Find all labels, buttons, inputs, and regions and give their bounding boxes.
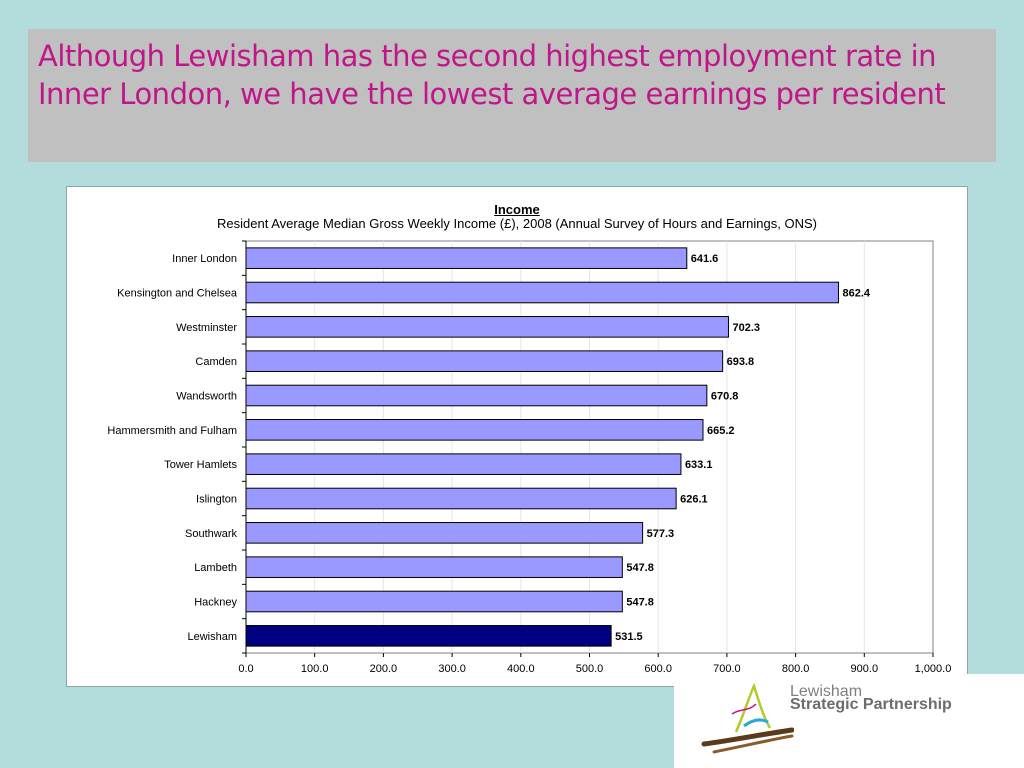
bar (245, 316, 729, 338)
data-label: 626.1 (680, 494, 708, 506)
data-label: 547.8 (626, 562, 654, 574)
category-label: Tower Hamlets (164, 459, 237, 471)
bar (245, 281, 839, 304)
bar (245, 590, 623, 613)
bar (245, 453, 682, 475)
x-tick-label: 1,000.0 (915, 663, 952, 675)
x-tick-label: 0.0 (238, 663, 253, 675)
data-label: 633.1 (685, 459, 713, 471)
data-label: 693.8 (727, 356, 755, 368)
data-label: 702.3 (732, 322, 760, 334)
category-label: Southwark (185, 528, 237, 540)
x-tick-label: 700.0 (713, 663, 741, 675)
data-label: 531.5 (615, 631, 643, 643)
chart-subtitle: Resident Average Median Gross Weekly Inc… (217, 216, 817, 231)
category-label: Hammersmith and Fulham (107, 425, 237, 437)
bar (245, 625, 612, 647)
chart-frame: Income Resident Average Median Gross Wee… (66, 186, 968, 687)
category-label: Wandsworth (176, 391, 237, 403)
x-tick-label: 800.0 (782, 663, 810, 675)
partnership-logo: Lewisham Strategic Partnership (674, 674, 1024, 768)
bar (245, 419, 704, 441)
data-label: 665.2 (707, 425, 735, 437)
category-label: Westminster (176, 322, 237, 334)
data-label: 547.8 (626, 597, 654, 609)
x-tick-label: 200.0 (370, 663, 398, 675)
logo-swoosh-graphic (701, 682, 794, 754)
slide-title: Although Lewisham has the second highest… (38, 39, 946, 111)
logo-name: Lewisham (790, 683, 863, 700)
data-label: 670.8 (711, 391, 739, 403)
x-tick-label: 400.0 (507, 663, 535, 675)
bar (245, 556, 623, 578)
category-label: Kensington and Chelsea (117, 288, 238, 300)
bar (245, 384, 708, 407)
bar (245, 522, 644, 544)
category-label: Lewisham (187, 631, 237, 643)
bar (245, 247, 688, 269)
data-label: 577.3 (647, 528, 675, 540)
category-label: Inner London (172, 253, 237, 265)
bar (245, 487, 677, 510)
x-tick-label: 600.0 (644, 663, 672, 675)
x-tick-label: 900.0 (851, 663, 879, 675)
x-tick-label: 100.0 (301, 663, 329, 675)
chart-title: Income (494, 202, 540, 217)
bar (245, 350, 724, 372)
data-label: 862.4 (842, 288, 870, 300)
x-tick-label: 500.0 (576, 663, 604, 675)
data-label: 641.6 (691, 253, 719, 265)
category-label: Camden (195, 356, 237, 368)
category-label: Lambeth (194, 562, 237, 574)
bar-chart: 0.0 100.0 200.0 300.0 400.0 500.0 600.0 700.0 80… (107, 240, 952, 675)
slide-title-box: Although Lewisham has the second highest… (28, 29, 996, 162)
logo-subname: Strategic Partnership (790, 696, 952, 713)
category-label: Hackney (194, 597, 237, 609)
category-label: Islington (196, 494, 237, 506)
x-tick-label: 300.0 (438, 663, 466, 675)
